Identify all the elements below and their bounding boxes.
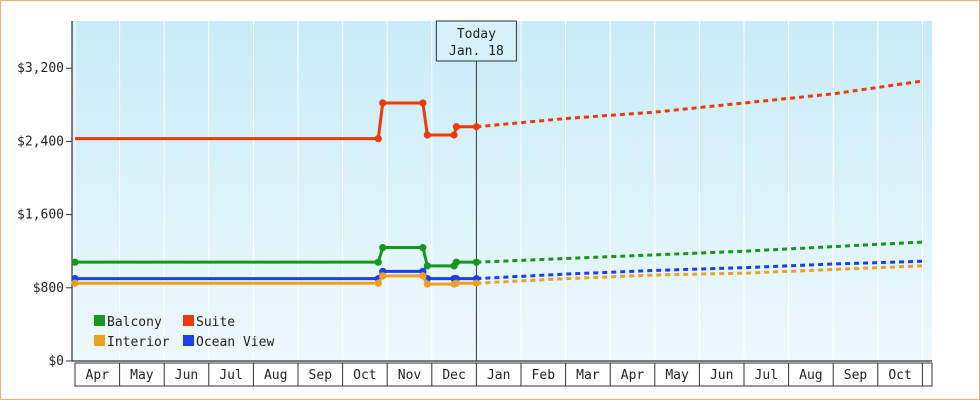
data-point-interior (419, 272, 427, 280)
x-tick-label: May (665, 368, 689, 383)
x-tick-label: Sep (844, 368, 868, 383)
y-tick-label: $2,400 (17, 134, 64, 149)
x-tick-label: Sep (309, 368, 333, 383)
today-date: Jan. 18 (449, 44, 504, 59)
x-tick-label: May (130, 368, 154, 383)
data-point-interior (472, 279, 480, 287)
x-tick-label: Mar (576, 368, 600, 383)
data-point-balcony (71, 258, 79, 266)
x-tick-label: Aug (264, 368, 287, 383)
data-point-balcony (423, 262, 431, 270)
legend-label: Ocean View (196, 335, 274, 350)
data-point-interior (379, 272, 387, 280)
legend-label: Suite (196, 315, 235, 330)
x-tick-label: Oct (888, 368, 911, 383)
series-forecast-ocean-view (476, 259, 923, 281)
y-tick-label: $800 (33, 281, 64, 296)
data-point-interior (71, 279, 79, 287)
data-point-balcony (419, 243, 427, 252)
x-tick-label: Jul (755, 368, 778, 383)
data-point-balcony (379, 243, 387, 252)
y-tick-label: $0 (48, 354, 64, 369)
data-point-suite (472, 123, 480, 131)
y-tick-label: $3,200 (17, 61, 64, 76)
x-tick-label: Aug (799, 368, 822, 383)
plot-background (72, 21, 932, 361)
data-point-interior (423, 280, 431, 288)
data-point-interior (374, 279, 382, 287)
data-point-interior (452, 279, 460, 287)
x-tick-label: Jul (219, 368, 242, 383)
x-tick-label: Jun (710, 368, 733, 383)
data-point-balcony (452, 258, 460, 266)
legend-swatch (183, 315, 194, 326)
today-label: Today (457, 27, 496, 42)
legend-label: Balcony (107, 315, 162, 330)
x-tick-label: Feb (532, 368, 556, 383)
legend-swatch (94, 315, 105, 326)
today-box (435, 20, 517, 62)
x-tick-label: Dec (442, 368, 465, 383)
series-forecast-suite (476, 79, 923, 129)
data-point-suite (419, 99, 427, 107)
x-tick-label: Apr (86, 368, 110, 383)
x-tick-label: Apr (621, 368, 645, 383)
data-point-suite (450, 131, 458, 139)
x-tick-label: Jun (175, 368, 198, 383)
data-point-suite (452, 123, 460, 131)
x-tick-label: Oct (353, 368, 376, 383)
data-point-balcony (374, 258, 382, 266)
data-point-suite (423, 131, 431, 139)
legend-label: Interior (107, 335, 170, 350)
y-tick-label: $1,600 (17, 208, 64, 223)
x-tick-label: Jan (487, 368, 510, 383)
data-point-suite (379, 99, 387, 107)
x-tick-label: Nov (398, 368, 422, 383)
legend-swatch (94, 335, 105, 346)
series-forecast-balcony (476, 240, 923, 264)
data-point-balcony (472, 258, 480, 266)
legend-swatch (183, 335, 194, 346)
series-forecast-interior (476, 264, 923, 285)
data-point-suite (374, 135, 382, 143)
